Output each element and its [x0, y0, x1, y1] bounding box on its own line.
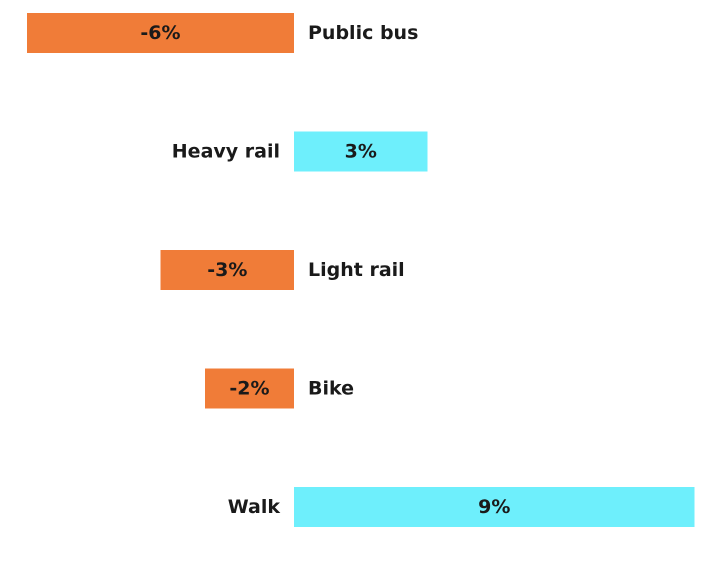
category-label-heavy-rail: Heavy rail — [172, 141, 280, 163]
category-label-walk: Walk — [228, 496, 281, 518]
value-label-walk: 9% — [478, 496, 510, 518]
value-label-public-bus: -6% — [140, 22, 180, 44]
category-label-public-bus: Public bus — [308, 22, 418, 44]
bars-group — [27, 13, 695, 527]
bar-walk — [294, 487, 695, 527]
value-label-light-rail: -3% — [207, 259, 247, 281]
bar-bike — [205, 368, 294, 409]
bar-public-bus — [27, 13, 294, 53]
value-label-heavy-rail: 3% — [345, 141, 377, 163]
category-label-light-rail: Light rail — [308, 259, 405, 281]
category-label-bike: Bike — [308, 378, 354, 400]
value-label-bike: -2% — [229, 378, 269, 400]
bar-light-rail — [160, 250, 294, 290]
bar-heavy-rail — [294, 131, 428, 172]
labels-group: -6% Public bus 3% Heavy rail -3% Light rail -2… — [140, 22, 510, 518]
